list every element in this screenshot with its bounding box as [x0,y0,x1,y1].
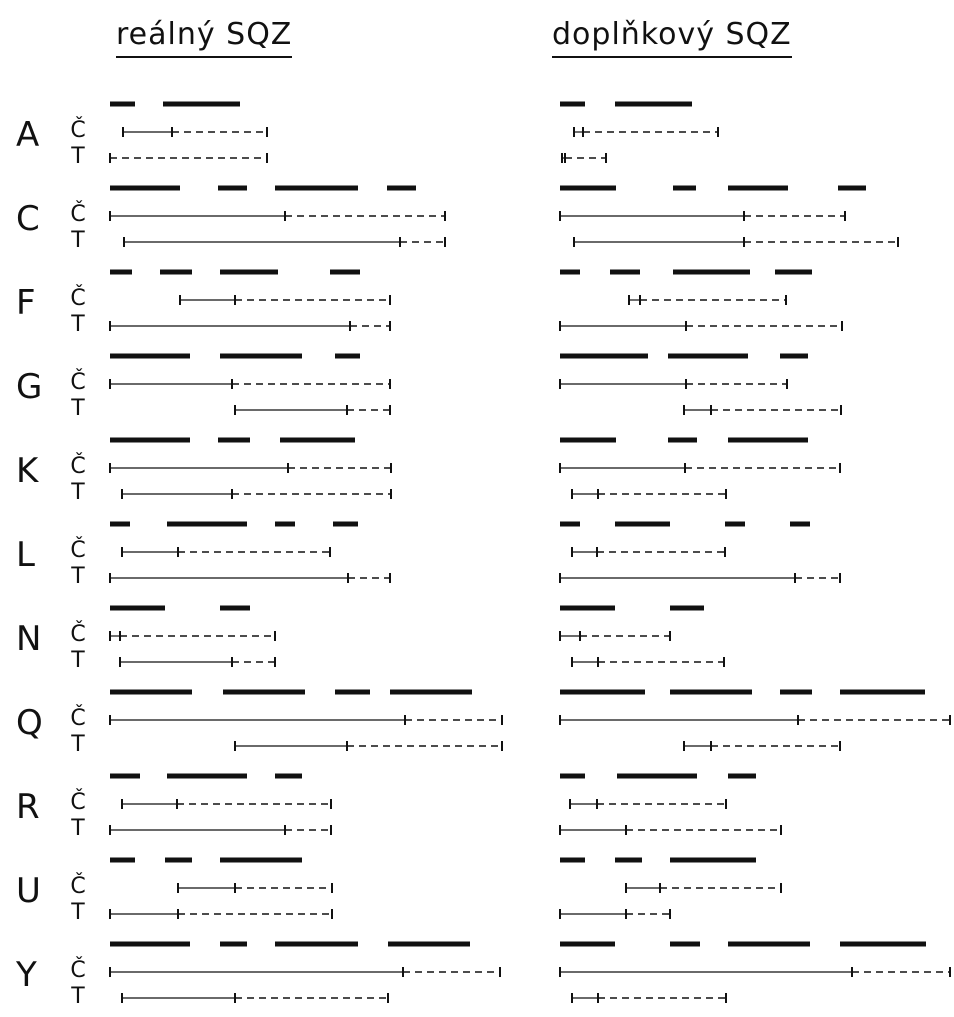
row-label-c-c: Č [70,202,86,227]
row-label-c-k: Č [70,454,86,479]
row-label-c-a: Č [70,118,86,143]
row-label-c-r: Č [70,790,86,815]
group-letter-f: F [16,283,36,323]
group-letter-g: G [16,367,43,407]
group-letter-r: R [16,787,40,827]
row-label-t-f: T [71,312,85,337]
row-label-c-l: Č [70,538,86,563]
group-letter-u: U [16,871,41,911]
row-label-c-g: Č [70,370,86,395]
heading-complementary-sqz: doplňkový SQZ [552,18,792,58]
row-label-c-f: Č [70,286,86,311]
row-label-t-n: T [71,648,85,673]
group-letter-k: K [16,451,39,491]
row-label-t-g: T [71,396,85,421]
group-letter-q: Q [16,703,43,743]
row-label-t-k: T [71,480,85,505]
group-letter-n: N [16,619,42,659]
row-label-t-c: T [71,228,85,253]
row-label-t-u: T [71,900,85,925]
heading-real-sqz: reálný SQZ [116,18,293,58]
row-label-t-q: T [71,732,85,757]
row-label-t-y: T [71,984,85,1009]
group-letter-y: Y [16,955,37,995]
group-letter-c: C [16,199,40,239]
row-label-t-r: T [71,816,85,841]
group-letter-a: A [16,115,40,155]
row-label-c-q: Č [70,706,86,731]
group-letter-l: L [16,535,35,575]
row-label-c-n: Č [70,622,86,647]
row-label-c-u: Č [70,874,86,899]
row-label-t-l: T [71,564,85,589]
row-label-c-y: Č [70,958,86,983]
row-label-t-a: T [71,144,85,169]
